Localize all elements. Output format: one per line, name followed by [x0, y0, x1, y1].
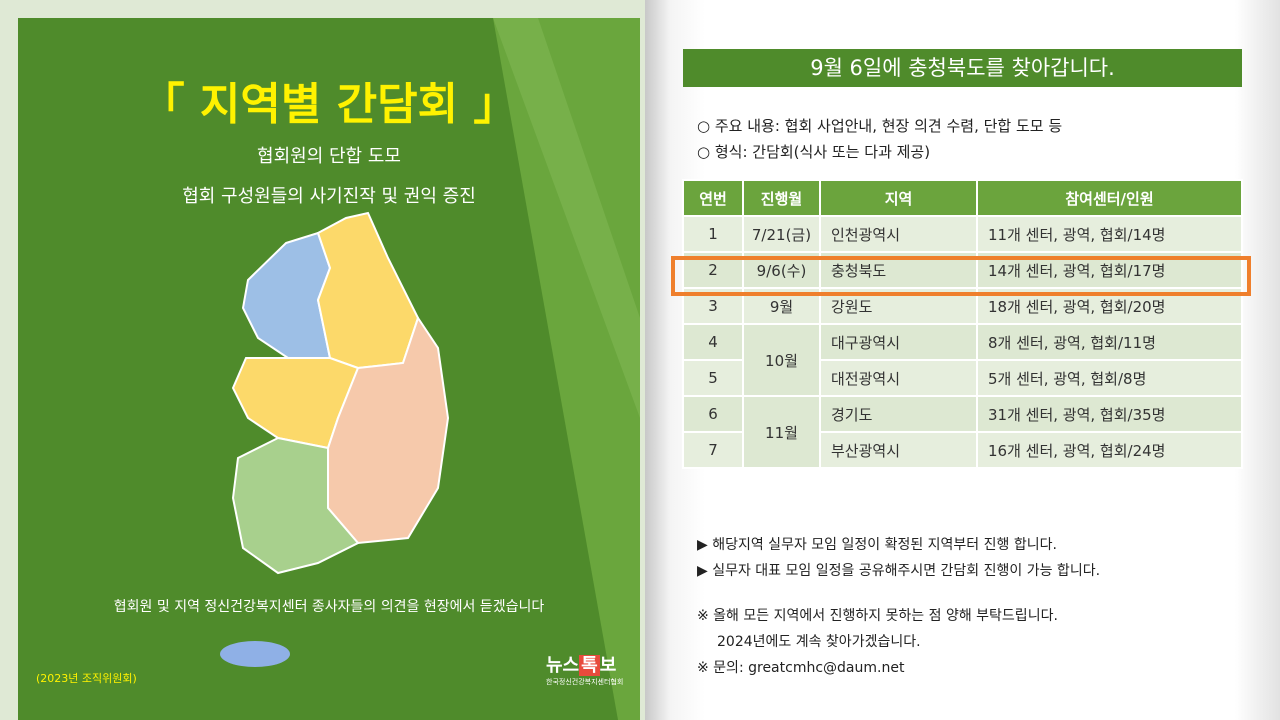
logo-part: 톡 [579, 655, 600, 676]
table-cell: 10월 [742, 323, 821, 397]
note: ▶ 실무자 대표 모임 일정을 공유해주시면 간담회 진행이 가능 합니다. [697, 563, 1101, 579]
table-cell: 18개 센터, 광역, 협회/20명 [976, 287, 1243, 325]
footer-text: 협회원 및 지역 정신건강복지센터 종사자들의 의견을 현장에서 듣겠습니다 [113, 599, 545, 615]
table-cell: 8개 센터, 광역, 협회/11명 [976, 323, 1243, 361]
remark: ※ 문의: greatcmhc@daum.net [697, 660, 905, 676]
decor [220, 18, 640, 720]
table-cell: 부산광역시 [819, 431, 978, 469]
column-header: 연번 [682, 179, 744, 217]
bullet: ○ 주요 내용: 협회 사업안내, 현장 의견 수렴, 단합 도모 등 [697, 117, 1063, 135]
table-cell: 11월 [742, 395, 821, 469]
remark: 2024년에도 계속 찾아가겠습니다. [717, 634, 921, 650]
table-cell: 7/21(금) [742, 215, 821, 253]
table-row: 1 7/21(금) 인천광역시 11개 센터, 광역, 협회/14명 [682, 215, 1243, 253]
bullets: ○ 주요 내용: 협회 사업안내, 현장 의견 수렴, 단합 도모 등 ○ 형식… [697, 113, 1062, 165]
column-header: 참여센터/인원 [976, 179, 1243, 217]
remark: ※ 올해 모든 지역에서 진행하지 못하는 점 양해 부탁드립니다. [697, 608, 1058, 624]
table-cell: 11개 센터, 광역, 협회/14명 [976, 215, 1243, 253]
logo-part: 뉴스 [546, 655, 580, 676]
table-cell: 16개 센터, 광역, 협회/24명 [976, 431, 1243, 469]
column-header: 지역 [819, 179, 978, 217]
table-row: 7 부산광역시 16개 센터, 광역, 협회/24명 [682, 431, 1243, 469]
table-cell: 대구광역시 [819, 323, 978, 361]
left-panel: 「 지역별 간담회 」 협회원의 단합 도모 협회 구성원들의 사기진작 및 권… [18, 18, 640, 720]
table-row: 4 10월 대구광역시 8개 센터, 광역, 협회/11명 [682, 323, 1243, 397]
table-cell: 경기도 [819, 395, 978, 433]
remarks: ※ 올해 모든 지역에서 진행하지 못하는 점 양해 부탁드립니다. 2024년… [697, 603, 1058, 681]
table-row: 5 대전광역시 5개 센터, 광역, 협회/8명 [682, 359, 1243, 397]
subtitle: 협회 구성원들의 사기진작 및 권익 증진 [182, 186, 476, 207]
header: 9월 6일에 충청북도를 찾아갑니다. [683, 49, 1242, 87]
note: (2023년 조직위원회) [36, 672, 137, 685]
table-cell: 1 [682, 215, 744, 253]
jeju [220, 641, 290, 667]
table-cell: 대전광역시 [819, 359, 978, 397]
logo: 뉴스 톡 보 한국정신건강복지센터협회 [546, 651, 623, 687]
schedule-table: 연번 진행월 지역 참여센터/인원 1 7/21(금) 인천광역시 11개 센터, 광역, 협… [682, 179, 1243, 469]
note: ▶ 해당지역 실무자 모임 일정이 확정된 지역부터 진행 합니다. [697, 537, 1057, 553]
table-cell: 인천광역시 [819, 215, 978, 253]
column-header: 진행월 [742, 179, 821, 217]
table-cell: 4 [682, 323, 744, 361]
subtitle: 협회원의 단합 도모 [257, 146, 401, 167]
table-cell: 31개 센터, 광역, 협회/35명 [976, 395, 1243, 433]
logo-part: 보 [599, 655, 617, 676]
highlight-box [671, 256, 1251, 296]
title: 「 지역별 간담회 」 [140, 79, 518, 130]
logo-sub: 한국정신건강복지센터협회 [546, 678, 624, 686]
table-cell: 6 [682, 395, 744, 433]
notes: ▶ 해당지역 실무자 모임 일정이 확정된 지역부터 진행 합니다. ▶ 실무자… [697, 532, 1100, 584]
table-row: 6 11월 경기도 31개 센터, 광역, 협회/35명 [682, 395, 1243, 469]
table-cell: 7 [682, 431, 744, 469]
table-cell: 5개 센터, 광역, 협회/8명 [976, 359, 1243, 397]
bullet: ○ 형식: 간담회(식사 또는 다과 제공) [697, 143, 931, 161]
table-cell: 5 [682, 359, 744, 397]
